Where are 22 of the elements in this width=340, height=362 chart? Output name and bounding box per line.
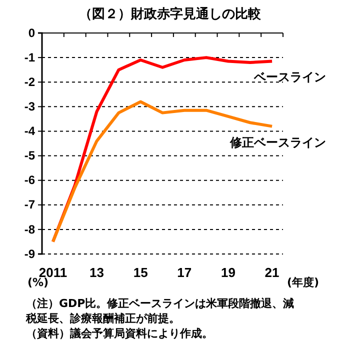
text: （資料）議会予算局資料により作成。 xyxy=(26,326,214,341)
x-tick-label: 19 xyxy=(220,265,236,280)
x-axis-title: (年度) xyxy=(287,276,320,289)
y-tick-label: -9 xyxy=(24,246,36,261)
y-tick-label: -7 xyxy=(24,198,36,212)
y-tick-label: -2 xyxy=(24,74,36,89)
x-tick-label: 13 xyxy=(90,265,104,280)
chart-title: （図２）財政赤字見通しの比較 xyxy=(79,6,262,22)
series-label: ベースライン xyxy=(253,70,326,84)
x-tick-label: 21 xyxy=(264,265,280,280)
x-tick-label: 17 xyxy=(177,265,192,280)
x-tick-label: 15 xyxy=(133,265,148,280)
y-tick-label: -1 xyxy=(24,50,36,64)
y-tick-label: -6 xyxy=(24,173,36,188)
text: （注）GDP比。修正ベースラインは米軍段階撤退、減税延長、診療報酬補正が前提。 xyxy=(26,296,296,326)
y-tick-label: -8 xyxy=(24,222,36,236)
y-tick-label: -5 xyxy=(24,148,36,163)
y-tick-label: -3 xyxy=(24,100,36,114)
series-label: 修正ベースライン xyxy=(229,135,326,150)
line-series xyxy=(51,100,274,244)
y-tick-label: 0 xyxy=(28,26,36,40)
y-tick-label: -4 xyxy=(24,124,36,138)
